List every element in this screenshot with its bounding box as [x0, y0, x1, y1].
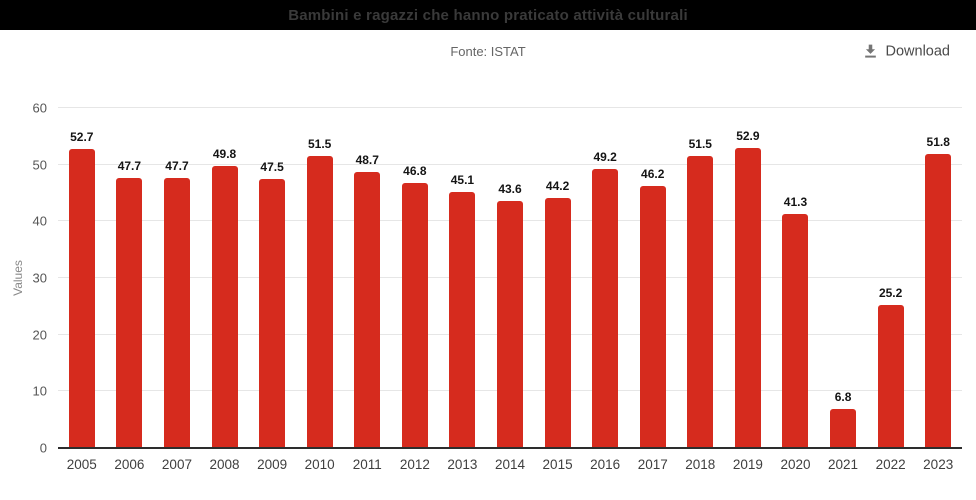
bar-group: 51.5: [677, 108, 725, 448]
bar-value-label: 52.7: [70, 130, 94, 145]
y-tick-label: 40: [32, 213, 47, 229]
x-tick-label: 2005: [66, 457, 97, 472]
x-axis-labels: 2005 2006 2007 2008 2009 2010 2011 2012 2013 2014…: [58, 457, 962, 472]
x-axis-line: [58, 447, 962, 449]
x-tick-label: 2017: [637, 457, 668, 472]
x-tick-label: 2009: [257, 457, 288, 472]
bar-2014: [496, 200, 523, 448]
x-tick-label: 2011: [352, 457, 382, 472]
x-tick-label: 2015: [542, 457, 573, 472]
bar-value-label: 45.1: [450, 173, 475, 188]
bar-chart: Values 0 10 20 30 40 50 60 52.7 47.7 47.7 49.8 47.…: [11, 101, 962, 456]
bar-group: 46.8: [391, 108, 439, 448]
bar-2017: [639, 186, 666, 448]
bar-value-label: 6.8: [834, 390, 852, 405]
bar-value-label: 48.7: [355, 153, 379, 168]
bar-group: 43.6: [486, 108, 534, 448]
bar-2008: [211, 165, 238, 448]
bar-value-label: 47.7: [165, 158, 189, 173]
x-tick-label: 2016: [590, 457, 621, 472]
download-button[interactable]: Download: [862, 43, 951, 60]
bar-value-label: 51.5: [688, 137, 712, 152]
y-tick-label: 20: [32, 327, 47, 343]
bars-container: 52.7 47.7 47.7 49.8 47.5 51.5 48.7 46.8 45.1 43.6…: [58, 108, 962, 448]
bar-2021: [830, 409, 857, 448]
bar-value-label: 43.6: [498, 181, 522, 196]
x-tick-label: 2020: [780, 457, 811, 472]
x-tick-label: 2007: [161, 457, 192, 472]
bar-value-label: 44.2: [545, 178, 570, 193]
y-tick-label: 0: [39, 440, 47, 456]
bar-value-label: 25.2: [878, 286, 903, 301]
bar-value-label: 47.7: [117, 158, 142, 173]
x-tick-label: 2019: [732, 457, 763, 472]
download-icon: [862, 43, 879, 60]
bar-group: 25.2: [867, 108, 915, 448]
bar-value-label: 52.9: [736, 129, 760, 144]
bar-group: 49.2: [581, 108, 629, 448]
bar-group: 45.1: [439, 108, 487, 448]
bar-2015: [544, 197, 571, 448]
y-axis-title: Values: [11, 260, 25, 296]
bar-2022: [877, 305, 904, 448]
bar-2007: [163, 177, 190, 448]
bar-2006: [116, 177, 143, 448]
x-tick-label: 2006: [114, 457, 145, 472]
bar-value-label: 46.8: [403, 163, 427, 178]
x-tick-label: 2018: [685, 457, 716, 472]
y-tick-label: 10: [32, 383, 47, 399]
bar-2010: [306, 156, 333, 448]
download-label: Download: [885, 43, 951, 59]
bar-group: 49.8: [201, 108, 249, 448]
bar-group: 41.3: [772, 108, 820, 448]
bar-group: 52.7: [58, 108, 106, 448]
page-title: Bambini e ragazzi che hanno praticato at…: [288, 6, 688, 24]
bar-group: 46.2: [629, 108, 677, 448]
bar-group: 51.8: [914, 108, 962, 448]
x-tick-label: 2022: [875, 457, 906, 472]
bar-2011: [354, 172, 381, 448]
bar-value-label: 49.8: [212, 146, 237, 161]
x-tick-label: 2023: [923, 457, 954, 472]
y-tick-label: 30: [32, 270, 47, 286]
gridline: [58, 163, 962, 165]
bar-value-label: 51.8: [926, 135, 950, 150]
bar-2005: [68, 149, 95, 448]
bar-group: 6.8: [819, 108, 867, 448]
bar-2016: [592, 169, 619, 448]
bar-2009: [259, 178, 286, 448]
bar-group: 44.2: [534, 108, 582, 448]
bar-2018: [687, 156, 714, 448]
x-tick-label: 2012: [399, 457, 430, 472]
bar-group: 51.5: [296, 108, 344, 448]
bar-2013: [449, 192, 476, 448]
source-label: Fonte: ISTAT: [450, 43, 526, 59]
bar-group: 47.5: [248, 108, 296, 448]
y-tick-label: 50: [32, 157, 47, 173]
y-tick-label: 60: [32, 100, 47, 116]
x-tick-label: 2014: [494, 457, 526, 472]
bar-value-label: 51.5: [308, 137, 332, 152]
bar-value-label: 47.5: [260, 159, 284, 174]
bar-2012: [401, 182, 428, 448]
bar-value-label: 41.3: [783, 194, 808, 209]
bar-group: 47.7: [153, 108, 201, 448]
gridline: [58, 107, 962, 108]
bar-value-label: 46.2: [641, 167, 665, 182]
bar-group: 48.7: [343, 108, 391, 448]
bar-2023: [925, 154, 952, 448]
x-tick-label: 2013: [447, 457, 478, 472]
bar-group: 52.9: [724, 108, 772, 448]
bar-2020: [782, 213, 809, 448]
subheader: Fonte: ISTAT Download: [0, 30, 976, 72]
titlebar: Bambini e ragazzi che hanno praticato at…: [0, 0, 976, 30]
bar-group: 47.7: [106, 108, 154, 448]
x-tick-label: 2021: [828, 457, 859, 472]
x-tick-label: 2010: [304, 457, 335, 472]
bar-2019: [734, 148, 761, 448]
x-tick-label: 2008: [209, 457, 240, 472]
bar-value-label: 49.2: [593, 150, 617, 165]
